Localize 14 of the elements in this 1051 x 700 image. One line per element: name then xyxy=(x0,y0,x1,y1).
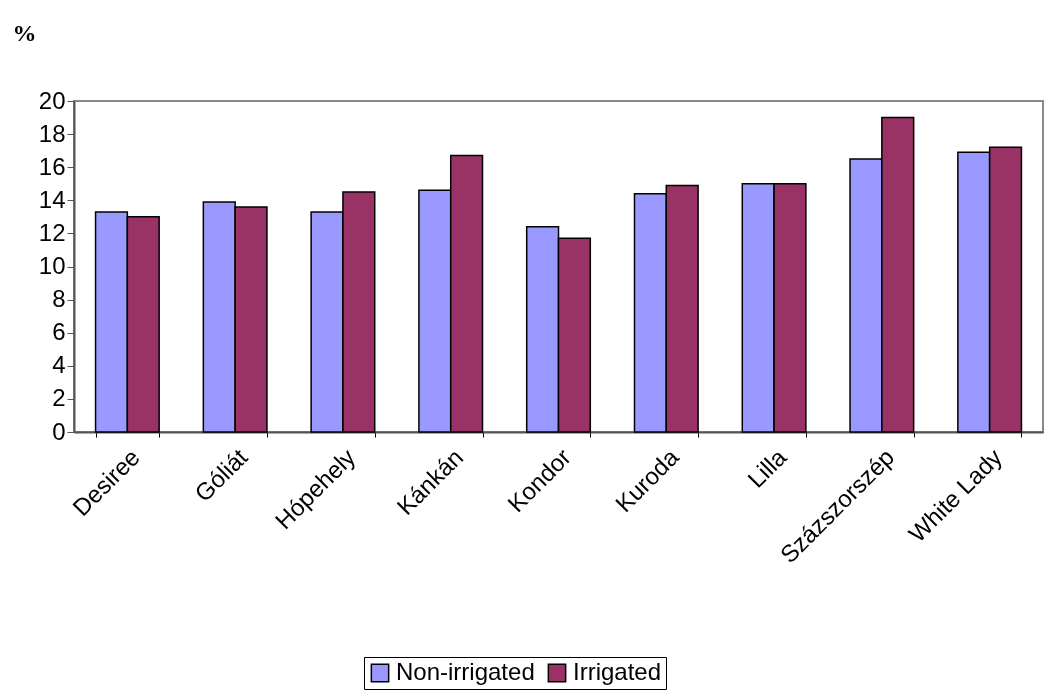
legend-label: Irrigated xyxy=(573,658,662,685)
y-tick-label: 12 xyxy=(38,218,66,246)
y-tick-label: 18 xyxy=(38,119,66,147)
y-tick-label: 10 xyxy=(38,252,66,279)
y-tick-label: 14 xyxy=(38,185,66,213)
y-axis-title: % xyxy=(12,19,37,46)
y-tick-label: 8 xyxy=(52,285,66,313)
y-tick-label: 2 xyxy=(52,384,66,412)
legend-label: Non-irrigated xyxy=(396,658,535,685)
y-tick-label: 4 xyxy=(52,351,66,379)
y-tick-label: 6 xyxy=(52,318,66,346)
y-tick-label: 0 xyxy=(52,417,66,445)
y-tick-label: 16 xyxy=(38,152,66,180)
y-tick-label: 20 xyxy=(38,86,66,114)
